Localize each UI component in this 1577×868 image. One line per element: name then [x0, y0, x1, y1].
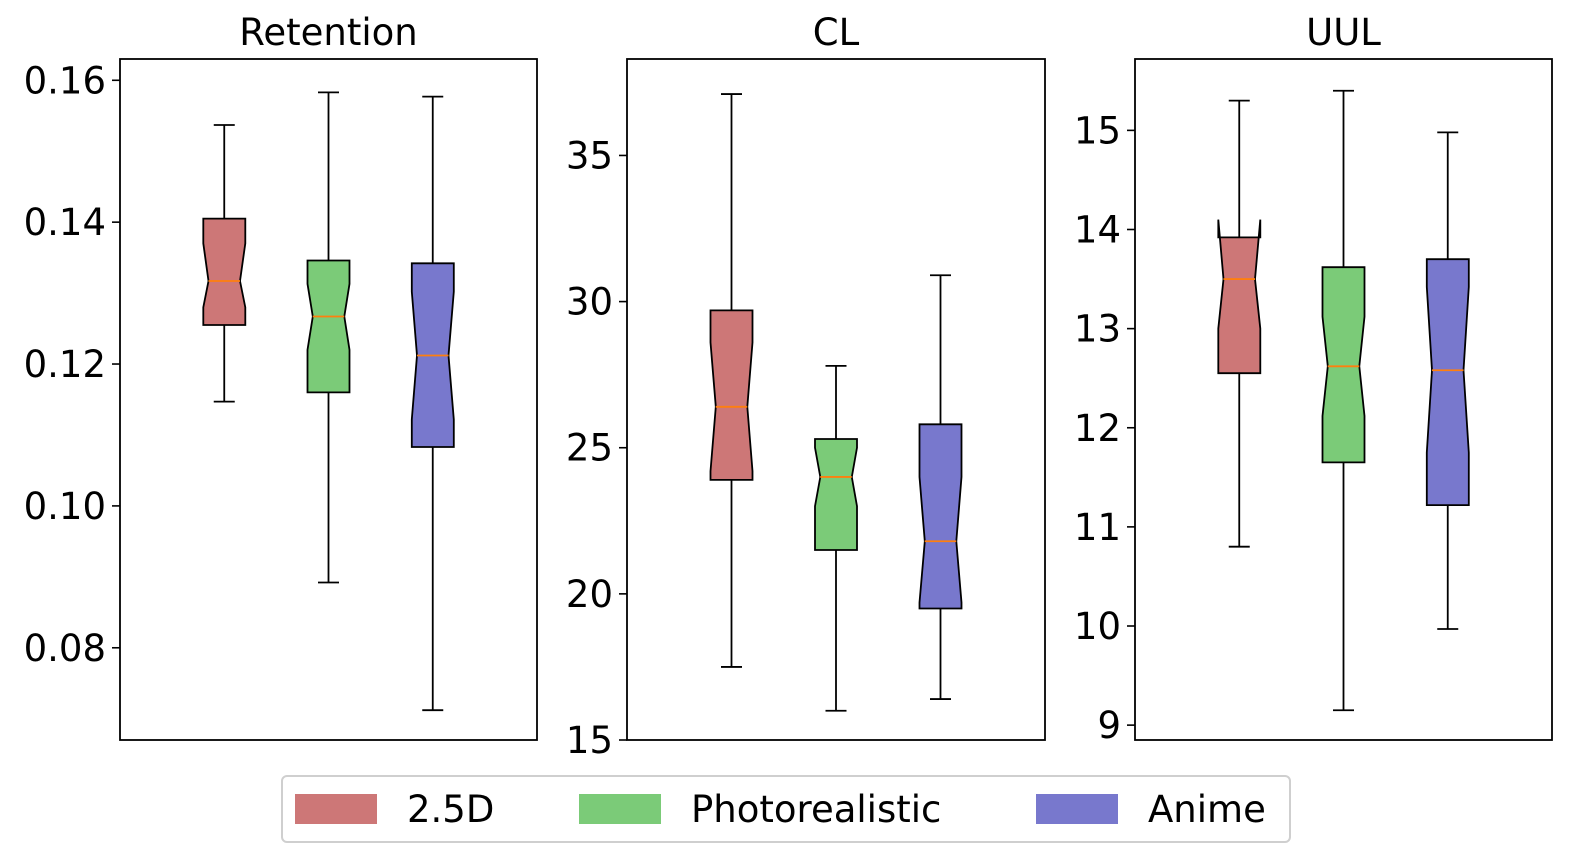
notched-box	[918, 423, 963, 610]
legend-swatch-2-5d	[295, 794, 377, 824]
box-photorealistic	[1321, 89, 1366, 712]
axes-frame	[1134, 58, 1553, 741]
notched-box	[1425, 258, 1470, 507]
notched-box	[202, 217, 247, 326]
axes-frame	[119, 58, 538, 741]
notched-box	[814, 438, 858, 551]
y-tick-label: 25	[566, 427, 613, 470]
y-tick-label: 14	[1074, 208, 1121, 251]
y-tick-label: 10	[1074, 605, 1121, 648]
notched-box	[709, 309, 754, 481]
y-tick-label: 0.08	[24, 627, 106, 670]
y-tick-label: 11	[1074, 506, 1121, 549]
legend-item-anime: Anime	[1036, 777, 1266, 841]
y-tick-label: 13	[1074, 308, 1121, 351]
y-tick-label: 0.16	[24, 59, 106, 102]
panel-uul: UUL 9 10 11 12 13 14 15	[1074, 11, 1553, 747]
panel-title: CL	[813, 11, 860, 54]
box-2-5d	[202, 124, 247, 403]
legend-swatch-anime	[1036, 794, 1118, 824]
y-tick-label: 15	[566, 719, 613, 762]
legend: 2.5D Photorealistic Anime	[281, 775, 1291, 843]
panel-cl: CL 15 20 25 30 35	[566, 11, 1046, 762]
box-2-5d	[709, 93, 754, 668]
legend-swatch-photorealistic	[579, 794, 661, 824]
y-tick-label: 20	[566, 573, 613, 616]
notched-box	[1217, 219, 1262, 375]
y-tick-label: 35	[566, 134, 613, 177]
box-anime	[918, 274, 963, 700]
y-tick-label: 0.10	[24, 485, 106, 528]
legend-label-2-5d: 2.5D	[407, 787, 495, 831]
y-tick-label: 30	[566, 281, 613, 324]
y-tick-label: 12	[1074, 407, 1121, 450]
panel-title: UUL	[1306, 11, 1381, 54]
panel-title: Retention	[239, 11, 417, 54]
legend-item-2-5d: 2.5D	[295, 777, 494, 841]
axes-frame	[626, 58, 1046, 741]
panel-retention: Retention 0.08 0.10 0.12 0.14 0.16	[24, 11, 538, 741]
box-photorealistic	[306, 91, 351, 584]
y-tick-label: 0.12	[24, 343, 106, 386]
legend-label-photorealistic: Photorealistic	[691, 787, 942, 831]
y-tick-label: 0.14	[24, 201, 106, 244]
box-2-5d	[1217, 99, 1262, 548]
box-photorealistic	[814, 364, 858, 712]
box-anime	[410, 95, 455, 712]
notched-box	[1321, 266, 1366, 464]
notched-box	[306, 259, 351, 394]
legend-item-photorealistic: Photorealistic	[579, 777, 941, 841]
y-tick-label: 15	[1074, 109, 1121, 152]
legend-label-anime: Anime	[1148, 787, 1266, 831]
y-tick-label: 9	[1097, 704, 1121, 747]
box-anime	[1425, 131, 1470, 630]
